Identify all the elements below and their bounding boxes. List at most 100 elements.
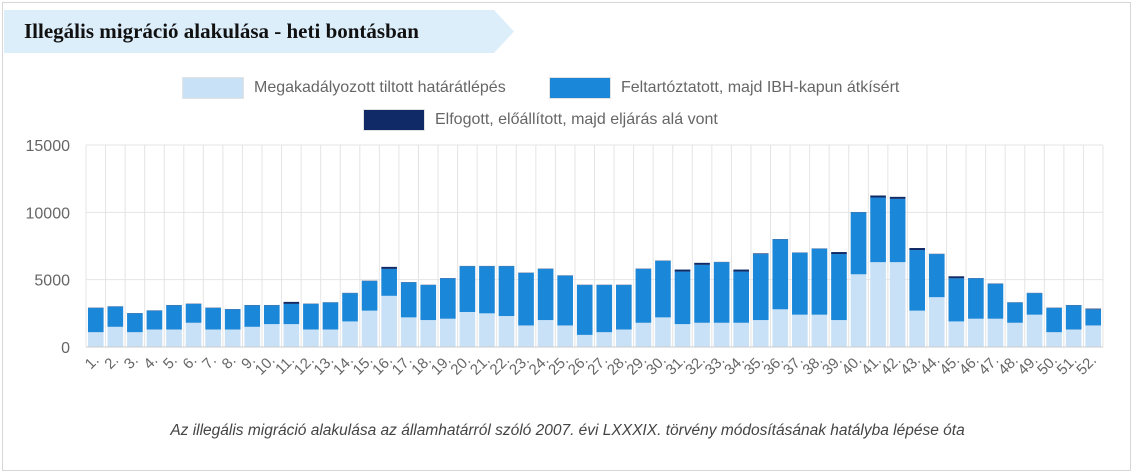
bar-segment-series-2 xyxy=(674,271,691,325)
x-tick-label: 4. xyxy=(140,352,161,373)
bar-segment-series-1 xyxy=(498,316,515,347)
legend-label-series-1: Megakadályozott tiltott határátlépés xyxy=(254,79,506,96)
bar-segment-series-2 xyxy=(655,260,671,318)
bar-segment-series-2 xyxy=(694,264,710,323)
bar-segment-series-1 xyxy=(713,322,730,347)
x-tick-label: 52. xyxy=(1073,352,1100,379)
bar-segment-series-2 xyxy=(479,266,495,314)
legend-item-series-3[interactable]: Elfogott, előállított, majd eljárás alá … xyxy=(363,107,718,133)
bar-segment-series-3 xyxy=(870,195,886,198)
bar-segment-series-1 xyxy=(616,329,632,347)
bar-segment-series-1 xyxy=(1046,332,1062,347)
bar-segment-series-2 xyxy=(244,305,261,327)
chart-caption: Az illegális migráció alakulása az állam… xyxy=(170,422,965,439)
bar-segment-series-2 xyxy=(322,302,339,330)
bar-segment-series-2 xyxy=(928,254,945,298)
bar-segment-series-2 xyxy=(205,307,221,330)
legend-swatch-series-1 xyxy=(182,77,244,99)
y-tick-label: 0 xyxy=(61,340,70,357)
legend-item-series-2[interactable]: Feltartóztatott, majd IBH-kapun átkísért xyxy=(549,75,899,101)
bar-segment-series-2 xyxy=(518,272,534,326)
bar-segment-series-2 xyxy=(909,250,926,311)
bar-segment-series-1 xyxy=(166,329,182,347)
bar-segment-series-1 xyxy=(635,322,652,347)
bar-segment-series-1 xyxy=(263,324,280,347)
bar-segment-series-2 xyxy=(987,283,1004,319)
bar-segment-series-2 xyxy=(498,266,515,317)
bar-segment-series-2 xyxy=(361,281,378,311)
y-tick-label: 10000 xyxy=(26,205,71,222)
bar-segment-series-3 xyxy=(381,266,397,269)
bar-segment-series-2 xyxy=(146,310,163,330)
bar-segment-series-2 xyxy=(576,285,593,335)
bar-segment-series-3 xyxy=(948,276,965,279)
bar-segment-series-2 xyxy=(1046,307,1062,333)
x-tick-label: 3. xyxy=(121,352,142,373)
bar-segment-series-1 xyxy=(1007,322,1023,347)
bar-segment-series-1 xyxy=(772,309,789,347)
bar-segment-series-2 xyxy=(185,303,202,323)
bar-segment-series-2 xyxy=(537,268,554,321)
bar-segment-series-2 xyxy=(127,313,143,333)
bar-segment-series-1 xyxy=(557,325,573,347)
bar-segment-series-1 xyxy=(400,317,417,347)
bar-segment-series-1 xyxy=(224,329,241,347)
bar-segment-series-3 xyxy=(733,269,750,272)
bar-segment-series-1 xyxy=(576,334,593,347)
bar-segment-series-3 xyxy=(694,262,710,265)
bar-segment-series-2 xyxy=(87,307,104,333)
bar-segment-series-1 xyxy=(928,297,945,347)
bar-segment-series-1 xyxy=(674,324,691,347)
legend-item-series-1[interactable]: Megakadályozott tiltott határátlépés xyxy=(182,75,506,101)
bar-segment-series-2 xyxy=(616,285,632,330)
bar-segment-series-1 xyxy=(655,317,671,347)
bar-segment-series-2 xyxy=(850,212,867,275)
bar-segment-series-2 xyxy=(870,197,886,263)
bar-segment-series-1 xyxy=(381,295,397,347)
y-tick-label: 15000 xyxy=(26,138,71,155)
bar-segment-series-1 xyxy=(479,313,495,347)
bar-segment-series-1 xyxy=(439,318,456,347)
legend-swatch-series-2 xyxy=(549,77,611,99)
legend-label-series-3: Elfogott, előállított, majd eljárás alá … xyxy=(435,111,718,128)
bar-segment-series-3 xyxy=(1085,308,1102,310)
bar-segment-series-3 xyxy=(674,269,691,272)
bar-segment-series-1 xyxy=(909,310,926,347)
bar-segment-series-2 xyxy=(1007,302,1023,323)
bar-segment-series-1 xyxy=(1065,329,1082,347)
bar-segment-series-2 xyxy=(889,198,906,263)
bar-segment-series-1 xyxy=(283,324,300,347)
bar-segment-series-1 xyxy=(889,262,906,347)
bar-segment-series-2 xyxy=(1065,305,1082,330)
bar-segment-series-2 xyxy=(968,278,984,319)
bar-segment-series-2 xyxy=(635,268,652,323)
bar-segment-series-1 xyxy=(987,318,1004,347)
x-tick-label: 1. xyxy=(82,352,103,373)
bar-segment-series-1 xyxy=(205,329,221,347)
bar-segment-series-2 xyxy=(420,285,437,321)
bar-segment-series-2 xyxy=(263,305,280,325)
bar-segment-series-1 xyxy=(811,314,828,347)
bar-segment-series-1 xyxy=(459,311,476,347)
bar-segment-series-2 xyxy=(342,293,358,322)
bar-segment-series-1 xyxy=(342,321,358,347)
bar-segment-series-1 xyxy=(87,332,104,347)
bar-segment-series-2 xyxy=(1026,293,1043,315)
bar-segment-series-3 xyxy=(909,248,926,251)
legend-label-series-2: Feltartóztatott, majd IBH-kapun átkísért xyxy=(621,79,900,96)
y-tick-label: 5000 xyxy=(34,273,70,290)
x-tick-label: 7. xyxy=(199,352,220,373)
bar-segment-series-1 xyxy=(968,318,984,347)
bar-segment-series-2 xyxy=(303,303,319,330)
bar-segment-series-2 xyxy=(166,305,182,330)
bar-segment-series-3 xyxy=(889,196,906,199)
chart-title: Illegális migráció alakulása - heti bont… xyxy=(24,19,419,43)
bar-segment-series-2 xyxy=(283,303,300,325)
bar-segment-series-1 xyxy=(420,320,437,347)
bar-segment-series-1 xyxy=(244,326,261,347)
bar-segment-series-2 xyxy=(1085,309,1102,326)
bar-segment-series-1 xyxy=(146,329,163,347)
bar-segment-series-1 xyxy=(850,274,867,347)
bar-segment-series-2 xyxy=(772,239,789,310)
x-tick-label: 2. xyxy=(101,352,122,373)
